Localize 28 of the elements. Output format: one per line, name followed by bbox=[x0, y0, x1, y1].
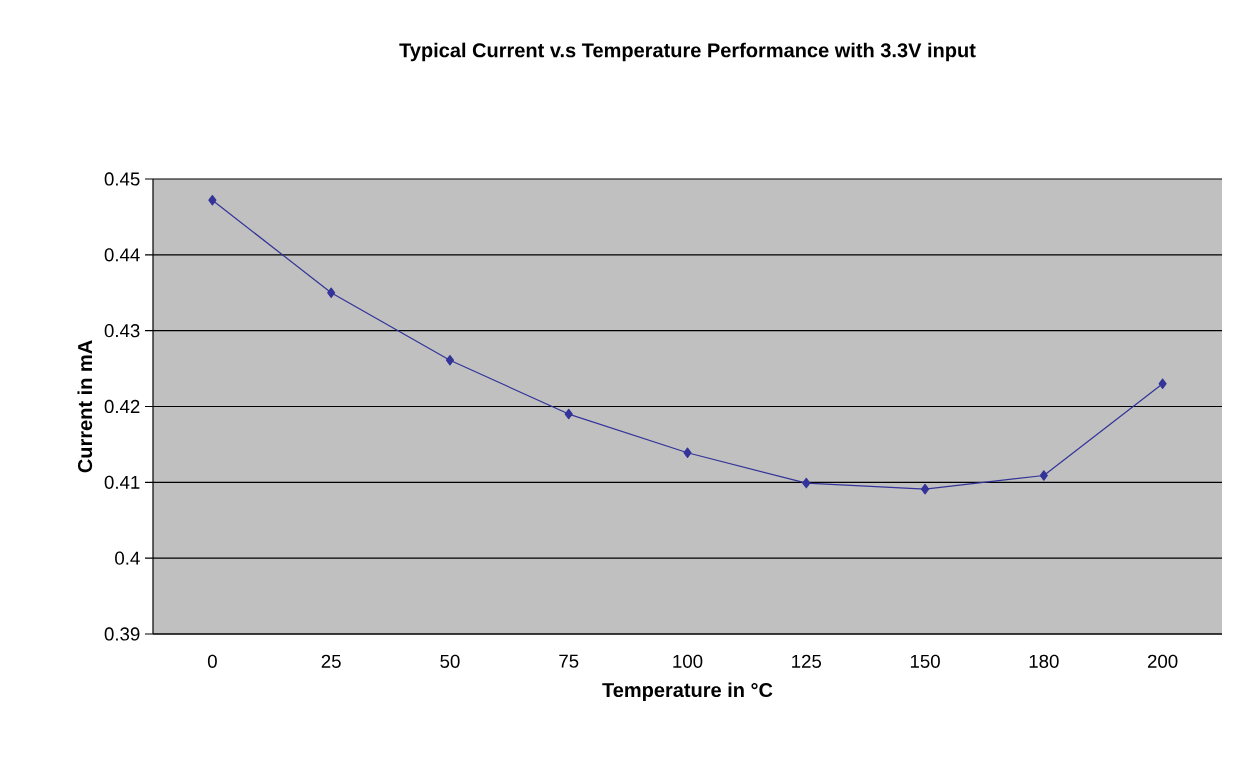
y-tick-label: 0.42 bbox=[104, 399, 140, 414]
point bbox=[1039, 470, 1048, 481]
chart-title: Typical Current v.s Temperature Performance with 3.3V input bbox=[399, 42, 976, 62]
x-axis-title: Temperature in °C bbox=[602, 682, 773, 702]
x-tick-label: 125 bbox=[792, 654, 822, 668]
y-tick-label: 0.39 bbox=[104, 627, 140, 641]
x-tick-label: 25 bbox=[321, 654, 341, 668]
point bbox=[920, 483, 930, 495]
y-axis-title: Current in mA bbox=[77, 340, 93, 473]
point bbox=[802, 477, 811, 489]
x-tick-label: 0 bbox=[207, 654, 217, 668]
y-tick-label: 0.41 bbox=[104, 475, 140, 489]
x-tick-label: 150 bbox=[910, 654, 940, 668]
x-tick-label: 200 bbox=[1147, 654, 1178, 668]
point bbox=[327, 287, 336, 299]
y-tick-label: 0.4 bbox=[115, 551, 140, 565]
point bbox=[564, 408, 573, 420]
y-tick-label: 0.45 bbox=[104, 172, 140, 186]
point bbox=[1158, 378, 1167, 390]
x-tick-label: 100 bbox=[673, 654, 703, 668]
point bbox=[208, 194, 217, 206]
x-tick-label: 50 bbox=[440, 654, 460, 668]
point bbox=[445, 354, 455, 366]
y-tick-label: 0.43 bbox=[104, 324, 140, 338]
x-tick-label: 75 bbox=[559, 654, 579, 668]
point bbox=[683, 447, 692, 459]
y-tick-label: 0.44 bbox=[104, 248, 140, 262]
x-tick-label: 180 bbox=[1029, 654, 1059, 668]
